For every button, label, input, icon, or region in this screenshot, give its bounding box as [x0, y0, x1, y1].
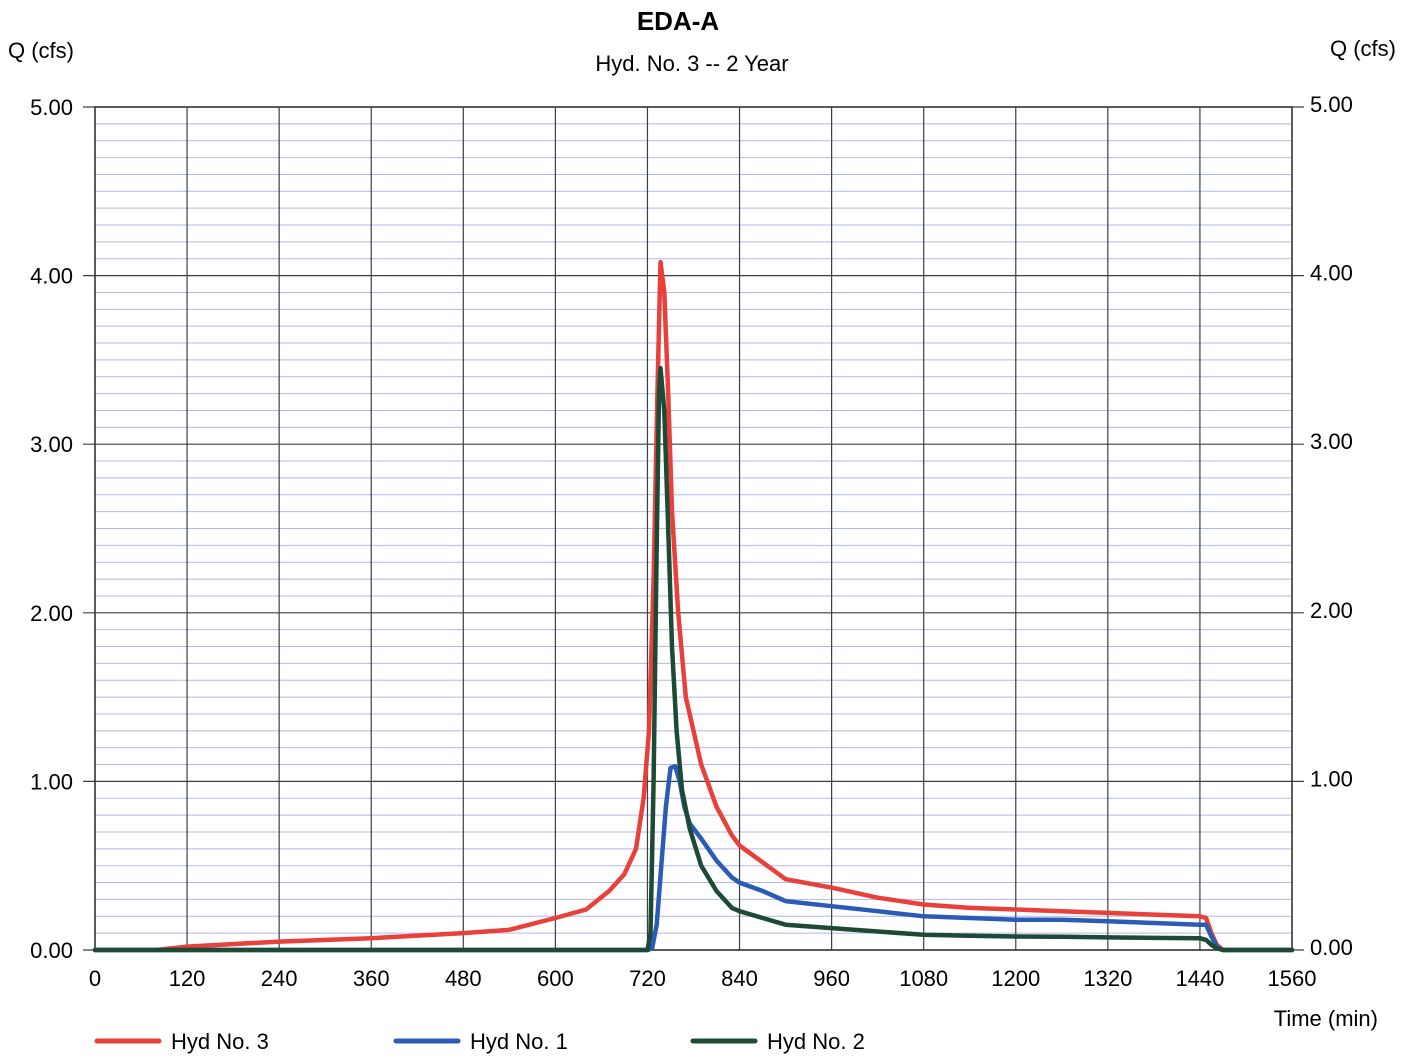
y-tick-label-right: 3.00	[1310, 429, 1353, 454]
x-tick-label: 480	[445, 966, 482, 991]
x-tick-label: 120	[169, 966, 206, 991]
legend-label: Hyd No. 3	[171, 1029, 269, 1054]
x-tick-labels: 0 120 240 360 480 600 720 840 960 1080 1200 1320 144…	[89, 966, 1317, 991]
x-axis-label: Time (min)	[1274, 1006, 1378, 1031]
chart-title: EDA-A	[637, 6, 720, 36]
series-line-3	[92, 366, 1295, 953]
y-tick-label-right: 5.00	[1310, 92, 1353, 117]
plot-frame	[94, 106, 1293, 951]
legend-label: Hyd No. 2	[767, 1029, 865, 1054]
x-tick-label: 1560	[1268, 966, 1317, 991]
legend-label: Hyd No. 1	[470, 1029, 568, 1054]
y-tick-label-left: 0.00	[30, 938, 73, 963]
y-tick-label-left: 1.00	[30, 769, 73, 794]
y-tick-labels-left: 0.00 1.00 2.00 3.00 4.00 5.00	[30, 95, 73, 963]
y-tick-label-left: 2.00	[30, 601, 73, 626]
y-tick-label-left: 3.00	[30, 432, 73, 457]
y-tick-label-right: 4.00	[1310, 261, 1353, 286]
chart-subtitle: Hyd. No. 3 -- 2 Year	[595, 51, 788, 76]
x-tick-label: 1200	[991, 966, 1040, 991]
x-tick-label: 360	[353, 966, 390, 991]
x-tick-label: 720	[629, 966, 666, 991]
y-tick-labels-right: 0.00 1.00 2.00 3.00 4.00 5.00	[1310, 92, 1353, 960]
y-axis-label-left: Q (cfs)	[8, 38, 74, 63]
legend: Hyd No. 3 Hyd No. 1 Hyd No. 2	[94, 1029, 865, 1054]
x-tick-label: 960	[813, 966, 850, 991]
series-line-1	[92, 259, 1295, 953]
y-tick-label-left: 5.00	[30, 95, 73, 120]
y-tick-label-right: 0.00	[1310, 935, 1353, 960]
x-tick-label: 0	[89, 966, 101, 991]
series-lines	[92, 259, 1295, 953]
y-tick-label-right: 2.00	[1310, 598, 1353, 623]
x-tick-label: 1320	[1083, 966, 1132, 991]
x-tick-label: 600	[537, 966, 574, 991]
x-tick-label: 840	[721, 966, 758, 991]
y-axis-label-right: Q (cfs)	[1330, 36, 1396, 61]
series-line-2	[92, 763, 1295, 953]
minor-gridlines	[95, 123, 1292, 934]
y-tick-label-left: 4.00	[30, 264, 73, 289]
x-tick-label: 240	[261, 966, 298, 991]
y-tick-label-right: 1.00	[1310, 766, 1353, 791]
x-tick-label: 1080	[899, 966, 948, 991]
x-tick-label: 1440	[1175, 966, 1224, 991]
